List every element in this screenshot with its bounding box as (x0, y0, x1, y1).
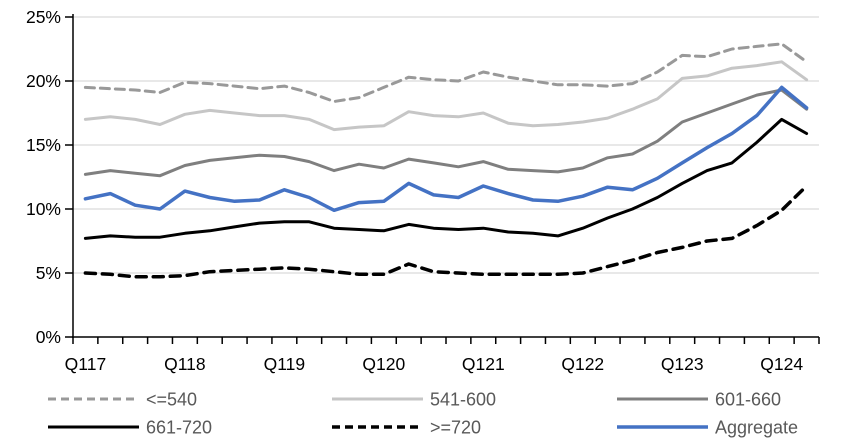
x-axis-tick-label: Q122 (561, 354, 604, 374)
series-line-541-600 (83, 60, 809, 132)
legend-item-541-600: 541-600 (332, 390, 496, 410)
legend-item-601-660: 601-660 (617, 390, 781, 410)
legend-item-aggregate: Aggregate (617, 418, 798, 438)
y-axis-tick-label: 15% (26, 135, 61, 155)
legend-item-661-720: 661-720 (48, 418, 212, 438)
series-line-540 (83, 42, 809, 103)
series-line-601-660 (83, 88, 809, 178)
y-axis-tick-label: 0% (36, 327, 61, 347)
legend-item-720: >=720 (332, 418, 481, 438)
legend-item-540: <=540 (48, 390, 197, 410)
legend-label: 541-600 (430, 390, 496, 410)
y-axis-tick-label: 25% (26, 7, 61, 27)
series-line-aggregate (83, 85, 809, 213)
legend-label: <=540 (146, 390, 197, 410)
x-axis-tick-label: Q117 (65, 354, 107, 374)
y-axis-tick-label: 20% (26, 71, 61, 91)
legend-label: 601-660 (715, 390, 781, 410)
y-axis-tick-label: 5% (36, 263, 61, 283)
series-line-720 (83, 184, 809, 279)
y-axis-tick-label: 10% (26, 199, 61, 219)
legend-label: >=720 (430, 418, 481, 438)
series-line-661-720 (83, 117, 809, 240)
x-axis-tick-label: Q118 (164, 354, 206, 374)
x-axis-tick-label: Q121 (462, 354, 505, 374)
x-axis-tick-label: Q120 (362, 354, 405, 374)
legend-label: Aggregate (715, 418, 798, 438)
x-axis-tick-label: Q124 (760, 354, 803, 374)
x-axis-tick-label: Q119 (264, 354, 306, 374)
legend-label: 661-720 (146, 418, 212, 438)
x-axis-tick-label: Q123 (661, 354, 704, 374)
